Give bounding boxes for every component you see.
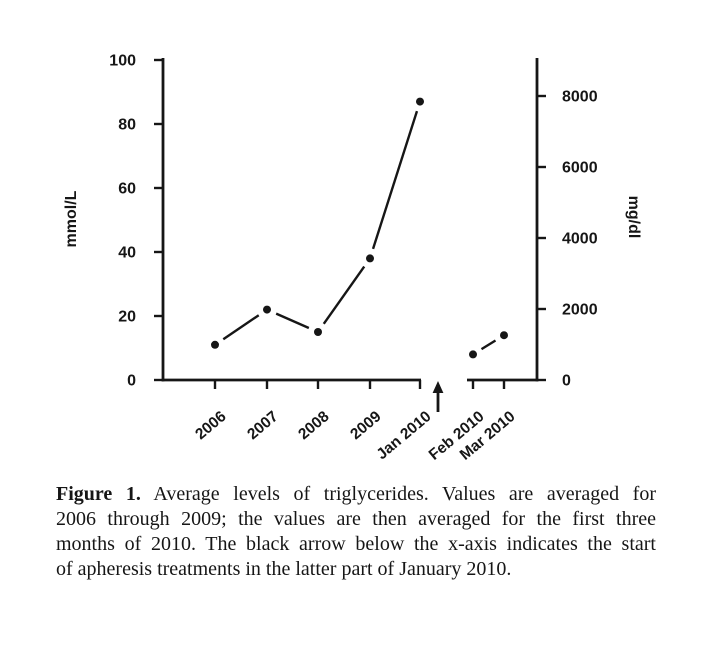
y-axis-title-left: mmol/L [63,190,80,247]
figure-caption: Figure 1. Average levels of triglyceride… [56,482,656,582]
x-tick-label: 2008 [295,408,333,443]
x-tick-label: 2009 [347,408,385,443]
caption-line: months of 2010. The black arrow below th… [56,533,656,555]
data-point [469,350,477,359]
data-point [500,331,508,340]
y-tick-label-left: 20 [118,309,136,326]
x-tick-label: 2006 [192,408,230,443]
data-point [211,340,219,349]
data-line [371,110,419,250]
data-line [222,314,260,341]
y-tick-label-right: 2000 [562,302,598,319]
caption-text: Average levels of triglycerides. Values … [140,483,657,505]
caption-line: of apheresis treatments in the latter pa… [56,558,512,580]
y-tick-label-left: 40 [118,245,136,262]
x-tick-label: 2007 [244,408,281,443]
figure-label: Figure 1. [56,483,141,505]
triglycerides-line-chart: 0 20 40 60 80 100 0 2000 4000 6000 8000 2006 2007 200… [63,53,642,464]
data-line [275,312,310,330]
caption-line: Figure 1. Average levels of triglyceride… [56,482,656,507]
y-tick-label-left: 100 [109,53,136,70]
data-point [416,97,424,106]
data-point [263,305,271,314]
data-line [322,265,366,325]
y-tick-label-right: 6000 [562,160,598,177]
caption-line: 2006 through 2009; the values are then a… [56,508,656,530]
y-tick-label-right: 8000 [562,89,598,106]
x-tick-label: Jan 2010 [373,408,434,463]
y-tick-label-right: 4000 [562,231,598,248]
y-tick-label-left: 0 [127,373,136,390]
y-tick-label-right: 0 [562,373,571,390]
data-point [366,254,374,263]
data-line [480,339,497,351]
y-tick-label-left: 60 [118,181,136,198]
y-axis-title-right: mg/dl [625,196,642,239]
apheresis-start-arrow-icon [432,381,444,393]
data-point [314,328,322,336]
y-tick-label-left: 80 [118,117,136,134]
